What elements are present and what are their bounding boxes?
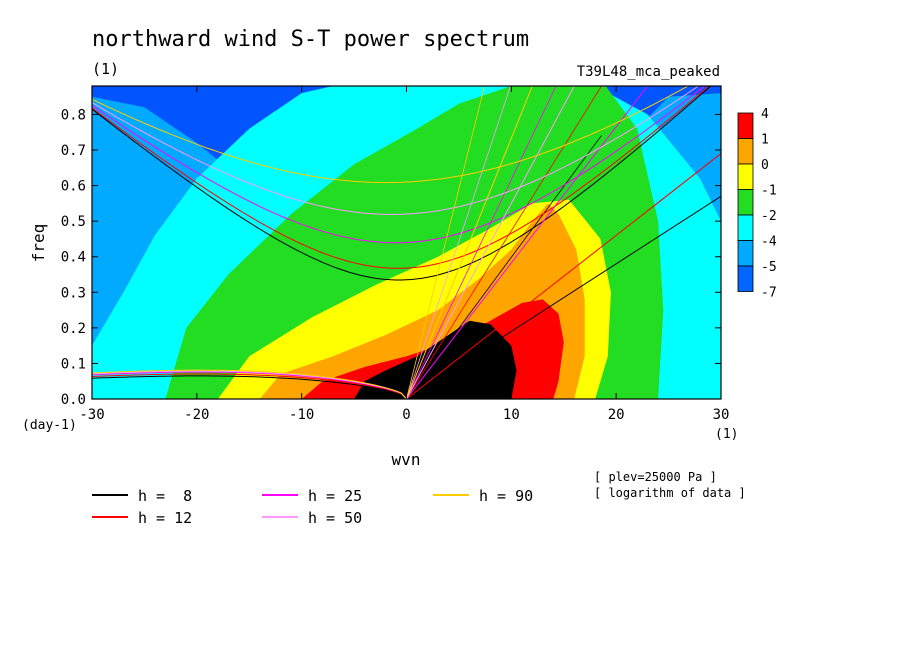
legend: h = 8 h = 12 h = 25 h = 50 h = 90 [92,487,533,527]
legend-label: h = 50 [308,509,362,527]
legend-label: h = 12 [138,509,192,527]
log-note: [ logarithm of data ] [594,486,746,500]
curve-h25-high [92,86,706,244]
legend-label: h = 25 [308,487,362,505]
colorbar: 4 1 0 -1 -2 -4 -5 -7 [737,107,777,301]
y-axis-units: (day-1) [22,418,77,433]
y-tick-label: 0.6 [61,179,86,195]
y-tick-label: 0.3 [61,285,86,301]
curve-h90-high [92,86,690,184]
colorbar-swatch [737,265,754,292]
curve-h8-kelvin [406,195,721,399]
curve-h90-kelvin [406,86,533,399]
curve-h12-mixed [406,86,602,399]
legend-label: h = 90 [479,487,533,505]
colorbar-label: -2 [761,209,777,224]
colorbar-label: -5 [761,260,777,275]
x-tick-label: 30 [713,407,730,423]
y-tick-label: 0.2 [61,321,86,337]
y-tick-label: 0.5 [61,214,86,230]
y-axis-label: freq [29,224,48,263]
curve-h25-mixed [406,86,557,399]
curve-h50-high [92,86,700,215]
curve-h12-high [92,86,710,269]
chart-title: northward wind S-T power spectrum [92,27,529,52]
x-tick-label: 20 [608,407,625,423]
curve-h12-rossby [92,373,407,399]
dispersion-curves [92,86,721,399]
legend-label: h = 8 [138,487,192,505]
colorbar-label: 0 [761,158,769,173]
curve-h90-rossby [92,369,407,399]
y-tick-label: 0.7 [61,143,86,159]
curve-h90-mixed [406,86,485,399]
y-tick-label: 0.8 [61,107,86,123]
colorbar-label: -1 [761,184,777,199]
colorbar-swatch [737,138,754,165]
experiment-name: T39L48_mca_peaked [577,64,720,80]
curve-h25-kelvin [406,86,649,399]
colorbar-swatch [737,240,754,267]
x-tick-label: 0 [402,407,410,423]
colorbar-label: -4 [761,235,777,250]
curve-h50-kelvin [406,86,575,399]
x-tick-label: -20 [184,407,209,423]
curve-h8-mixed [406,135,602,399]
colorbar-label: -7 [761,286,777,301]
colorbar-label: 1 [761,133,769,148]
x-axis-label: wvn [392,450,421,469]
curve-h8-rossby [92,375,407,399]
colorbar-swatch [737,189,754,216]
colorbar-swatch [737,214,754,241]
colorbar-label: 4 [761,107,769,122]
x-tick-label: -30 [79,407,104,423]
curve-h50-rossby [92,370,407,399]
y-tick-label: 0.4 [61,250,86,266]
chart-units: (1) [92,60,119,78]
y-tick-label: 0.0 [61,392,86,408]
colorbar-swatch [737,163,754,190]
curve-h25-rossby [92,371,407,399]
curve-h12-kelvin [406,153,721,399]
plev-note: [ plev=25000 Pa ] [594,470,717,484]
x-tick-label: 10 [503,407,520,423]
colorbar-swatch [737,112,754,139]
curve-h50-mixed [406,86,511,399]
plot-area [91,85,722,400]
x-axis-units: (1) [715,427,738,442]
y-tick-label: 0.1 [61,356,86,372]
curve-h8-high [92,86,712,281]
x-axis-ticks: -30 -20 -10 0 10 20 30 [79,86,729,423]
x-tick-label: -10 [289,407,314,423]
y-axis-ticks: 0.0 0.1 0.2 0.3 0.4 0.5 0.6 0.7 0.8 [61,107,721,408]
